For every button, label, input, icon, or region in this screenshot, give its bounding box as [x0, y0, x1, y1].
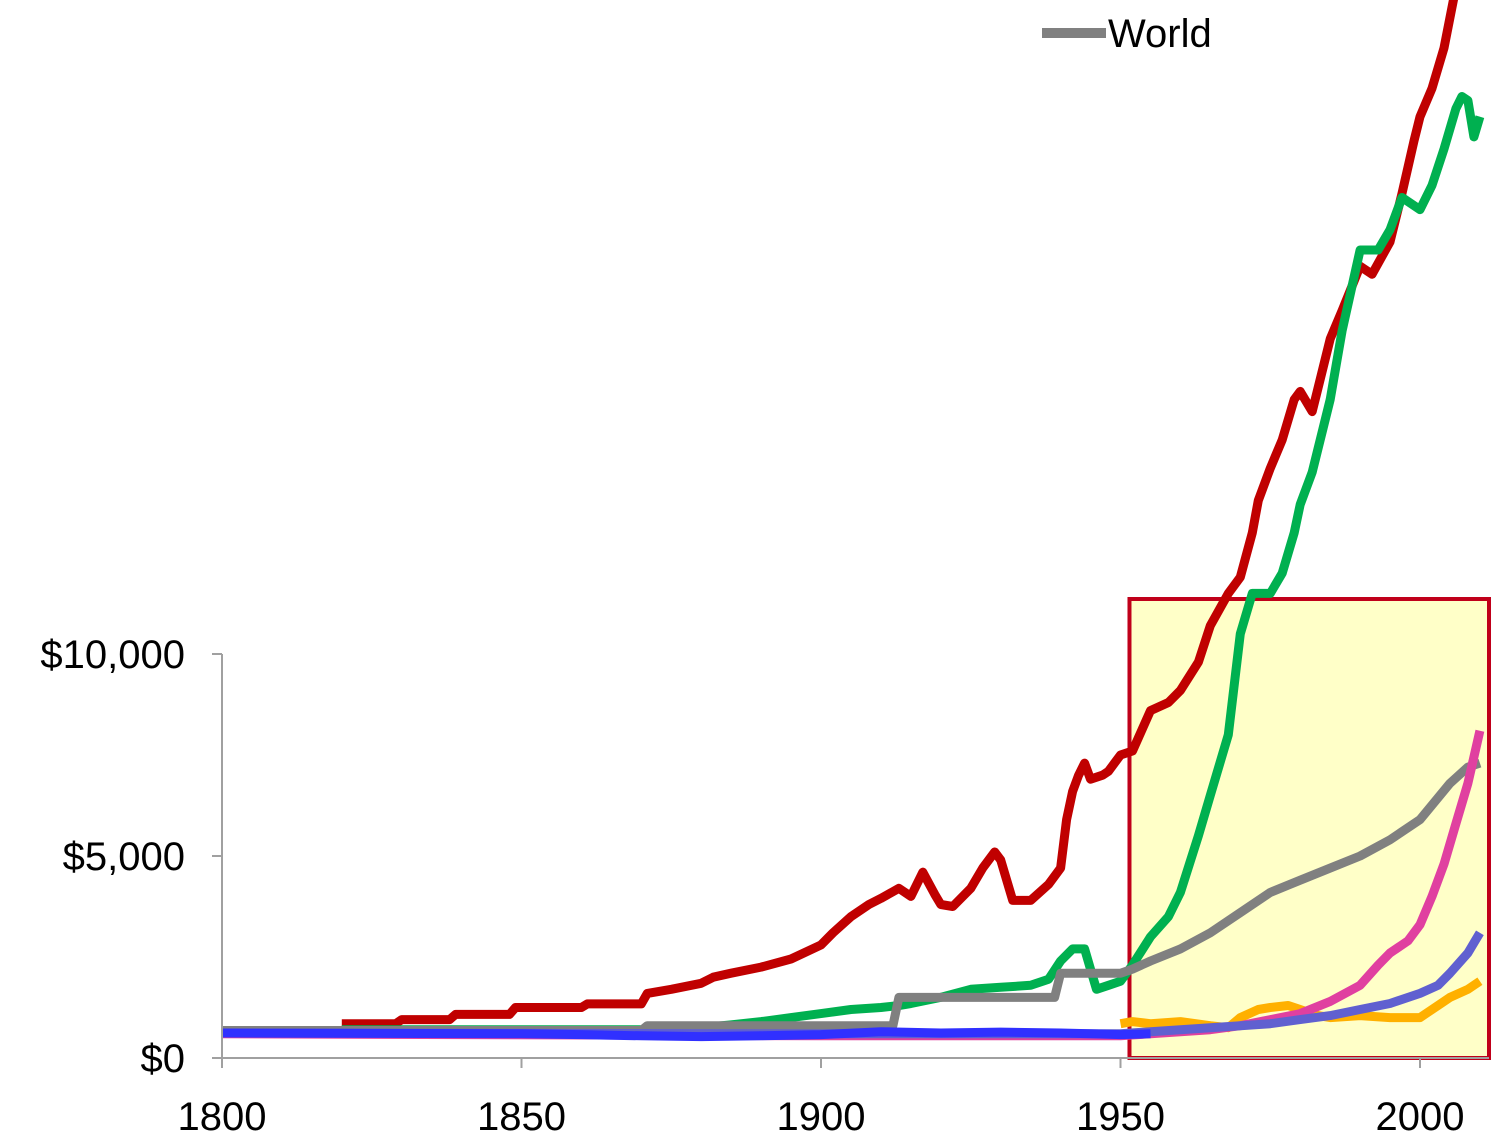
series-line-gray — [222, 758, 1482, 1035]
legend: World — [1042, 12, 1212, 56]
series-line-red — [341, 0, 1459, 1029]
x-tick-label: 1850 — [477, 1095, 566, 1139]
x-tick-label: 1900 — [777, 1095, 866, 1139]
y-tick-label: $5,000 — [63, 835, 185, 879]
series-line-blue — [221, 1027, 1151, 1042]
x-tick-label: 1800 — [178, 1095, 267, 1139]
x-tick-label: 1950 — [1076, 1095, 1165, 1139]
y-tick-label: $0 — [141, 1037, 186, 1081]
y-tick-label: $10,000 — [40, 633, 185, 677]
legend-label-world: World — [1108, 12, 1212, 56]
tick-layer: $0 $5,000 $10,000 1800 1850 1900 1950 2000 — [40, 633, 1464, 1139]
series-layer — [221, 0, 1485, 1042]
series-line-yellow — [1119, 977, 1483, 1033]
x-tick-label: 2000 — [1376, 1095, 1465, 1139]
